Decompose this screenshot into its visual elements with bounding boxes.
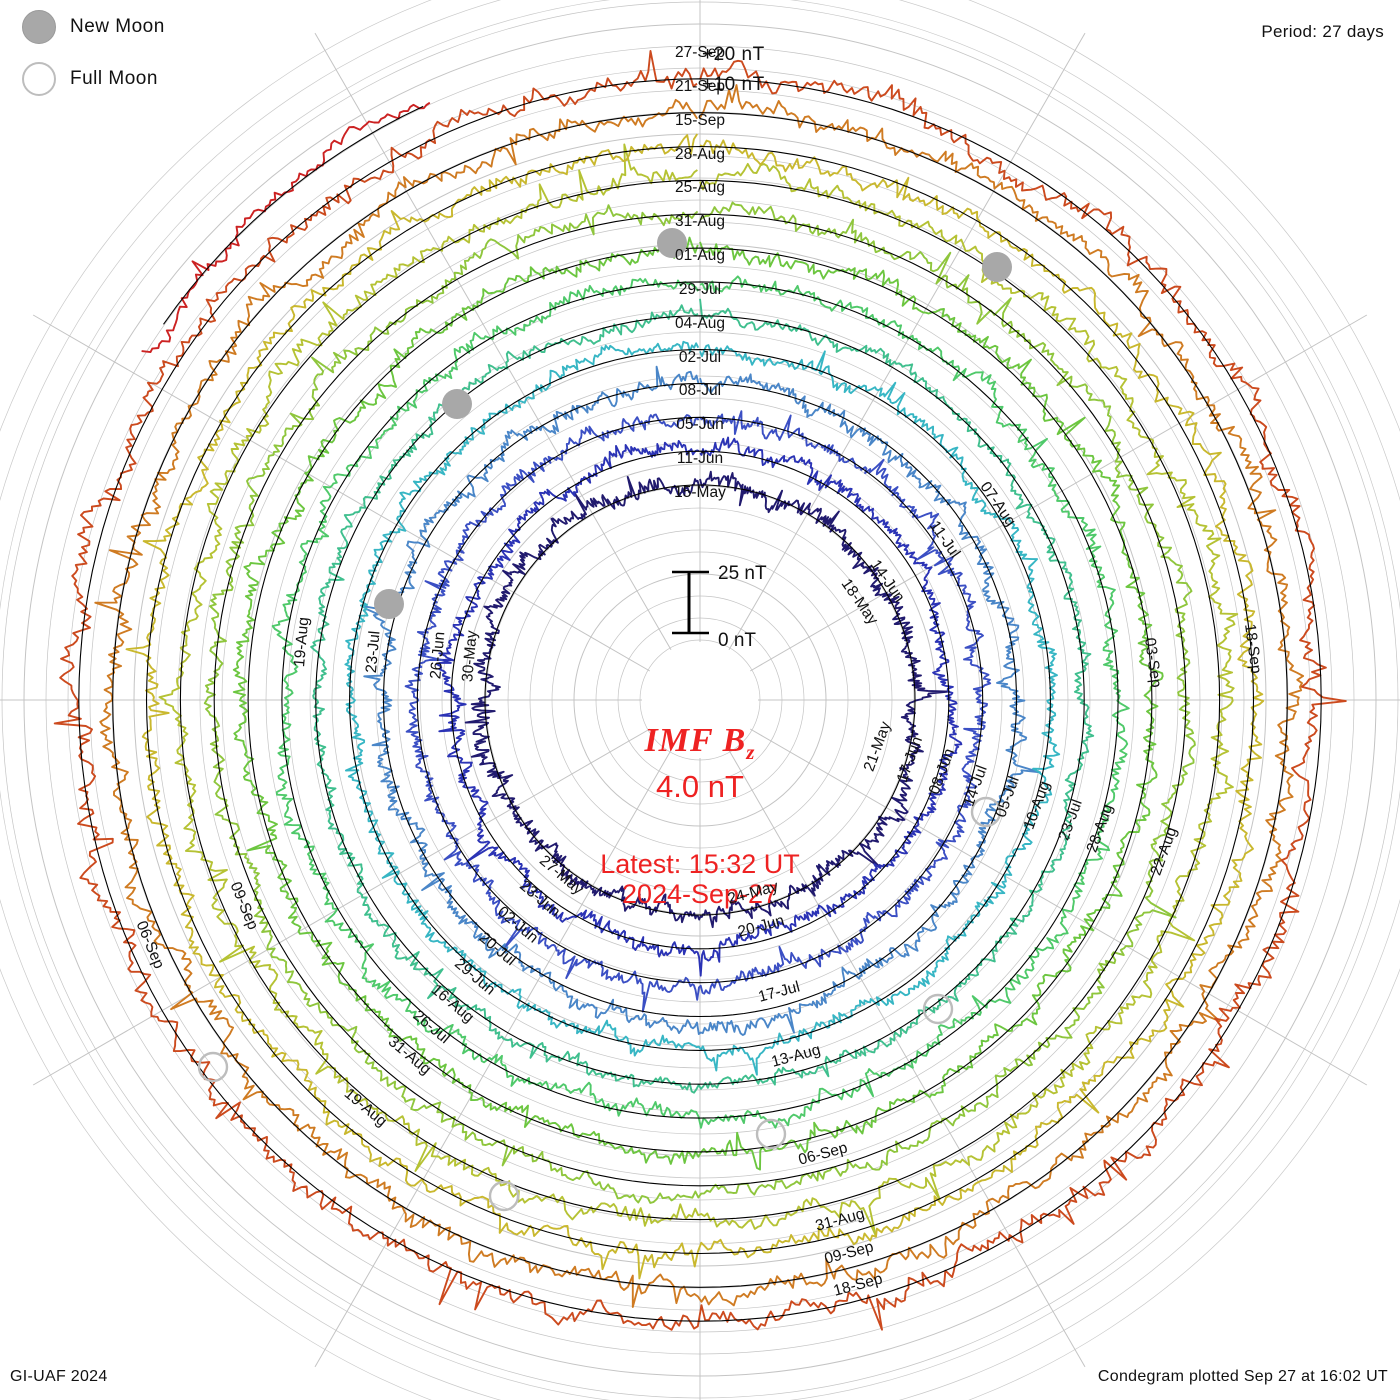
- new-moon-marker-2: [442, 389, 472, 419]
- period-label: Period: 27 days: [1261, 22, 1384, 41]
- center-value: 4.0 nT: [656, 768, 744, 804]
- date-label: 28-Aug: [675, 145, 725, 163]
- center-latest: Latest: 15:32 UT 2024-Sep-27: [0, 849, 1400, 909]
- full-moon-marker-6: [755, 1118, 787, 1150]
- legend-full-moon: Full Moon: [22, 62, 158, 96]
- date-label: 04-Aug: [675, 314, 725, 332]
- rotation-trace-8: [203, 201, 1196, 1204]
- new-moon-icon: [22, 10, 56, 44]
- center-annotation: IMF Bz 4.0 nT Latest: 15:32 UT 2024-Sep-…: [0, 722, 1400, 909]
- rotation-baselines: [78, 78, 1322, 1322]
- date-label: 15-May: [674, 484, 726, 501]
- plotted-timestamp-label: Condegram plotted Sep 27 at 16:02 UT: [1097, 1368, 1388, 1385]
- ring-label-plus10: +10 nT: [702, 74, 765, 95]
- date-label: 21-Sep: [675, 77, 725, 95]
- full-moon-marker-5: [922, 993, 954, 1025]
- date-label: 27-Sep: [675, 44, 725, 61]
- date-label: 01-Aug: [675, 247, 725, 265]
- ring-label-plus20: +20 nT: [702, 44, 765, 65]
- date-label: 15-Sep: [675, 111, 725, 129]
- rotation-trace-6: [271, 275, 1130, 1129]
- date-label: 23-Jul: [362, 630, 384, 674]
- legend-full-moon-label: Full Moon: [70, 68, 158, 89]
- center-latest-date: 2024-Sep-27: [621, 879, 779, 910]
- rotation-trace-11: [94, 84, 1305, 1308]
- date-label: 08-Jul: [678, 382, 722, 400]
- moon-markers: [197, 228, 1012, 1212]
- date-label: 02-Jul: [678, 348, 722, 366]
- full-moon-marker-7: [488, 1180, 520, 1212]
- center-title-subscript: z: [746, 739, 756, 764]
- new-moon-marker-1: [982, 252, 1012, 282]
- scalebar-top-label: 25 nT: [718, 563, 767, 584]
- center-title-text: IMF B: [644, 722, 747, 759]
- rotation-trace-3: [363, 365, 1041, 1036]
- full-moon-marker-4: [970, 796, 1002, 828]
- legend-new-moon: New Moon: [22, 10, 165, 44]
- rotation-trace-1: [435, 436, 963, 977]
- new-moon-marker-3: [374, 589, 404, 619]
- rotation-trace-5: [310, 298, 1095, 1094]
- scalebar-bottom-label: 0 nT: [718, 630, 757, 651]
- rotation-trace-12: [53, 50, 1347, 1331]
- full-moon-marker-8: [197, 1051, 229, 1083]
- rotation-trace-13: [141, 101, 431, 354]
- rotation-trace-9: [158, 143, 1239, 1237]
- date-label: 11-Jun: [676, 450, 724, 468]
- date-label: 31-Aug: [675, 213, 725, 231]
- date-label: 29-Jul: [678, 280, 722, 298]
- credit-label: GI-UAF 2024: [10, 1368, 108, 1385]
- date-label: 25-Aug: [675, 179, 725, 197]
- center-title: IMF Bz: [0, 722, 1400, 765]
- rotation-trace-4: [344, 340, 1061, 1076]
- center-latest-time: Latest: 15:32 UT: [600, 848, 800, 879]
- new-moon-marker-0: [657, 228, 687, 258]
- rotation-trace-10: [125, 133, 1265, 1280]
- legend-new-moon-label: New Moon: [70, 16, 165, 37]
- scale-bar: [672, 570, 709, 635]
- full-moon-icon: [22, 62, 56, 96]
- rotation-trace-0: [464, 470, 951, 929]
- date-label: 05-Jun: [676, 416, 724, 434]
